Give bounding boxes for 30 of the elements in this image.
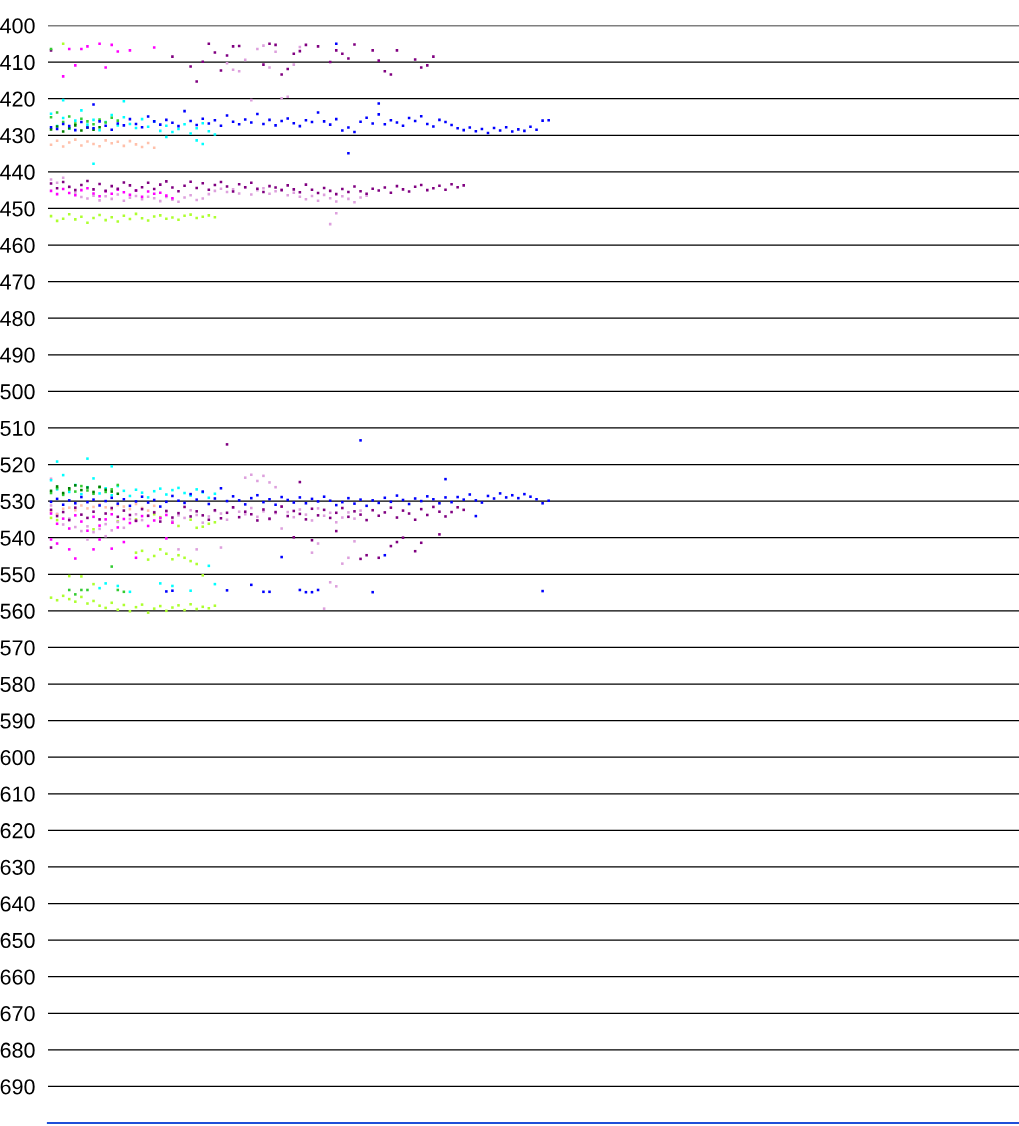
y-tick-label: 540 — [0, 530, 35, 546]
y-tick-label: 460 — [0, 237, 35, 254]
y-tick-label: 580 — [0, 676, 35, 693]
y-tick-label: 690 — [0, 1079, 35, 1095]
y-tick-label: 560 — [0, 603, 35, 619]
y-tick-label: 520 — [0, 457, 35, 473]
y-tick-label: 630 — [0, 859, 35, 875]
y-tick-label: 450 — [0, 201, 35, 217]
y-tick-label: 570 — [0, 640, 35, 656]
y-tick-label: 420 — [0, 91, 35, 107]
y-tick-label: 490 — [0, 347, 35, 363]
y-tick-label: 680 — [0, 1042, 35, 1058]
y-tick-label: 670 — [0, 1006, 35, 1022]
y-tick-label: 430 — [0, 128, 35, 144]
y-tick-label: 530 — [0, 493, 35, 510]
y-tick-label: 510 — [0, 420, 35, 436]
y-tick-label: 590 — [0, 713, 35, 729]
y-tick-label: 500 — [0, 384, 35, 400]
y-tick-label: 650 — [0, 932, 35, 949]
y-tick-label: 600 — [0, 749, 35, 766]
y-tick-label: 470 — [0, 274, 35, 290]
y-tick-label: 610 — [0, 786, 35, 802]
y-tick-label: 410 — [0, 54, 35, 71]
y-tick-label: 440 — [0, 164, 35, 180]
y-tick-label: 620 — [0, 823, 35, 839]
y-tick-label: 640 — [0, 896, 35, 912]
y-tick-label: 400 — [0, 18, 35, 34]
y-tick-label: 550 — [0, 567, 35, 583]
y-tick-label: 660 — [0, 969, 35, 985]
y-tick-label: 480 — [0, 310, 35, 327]
